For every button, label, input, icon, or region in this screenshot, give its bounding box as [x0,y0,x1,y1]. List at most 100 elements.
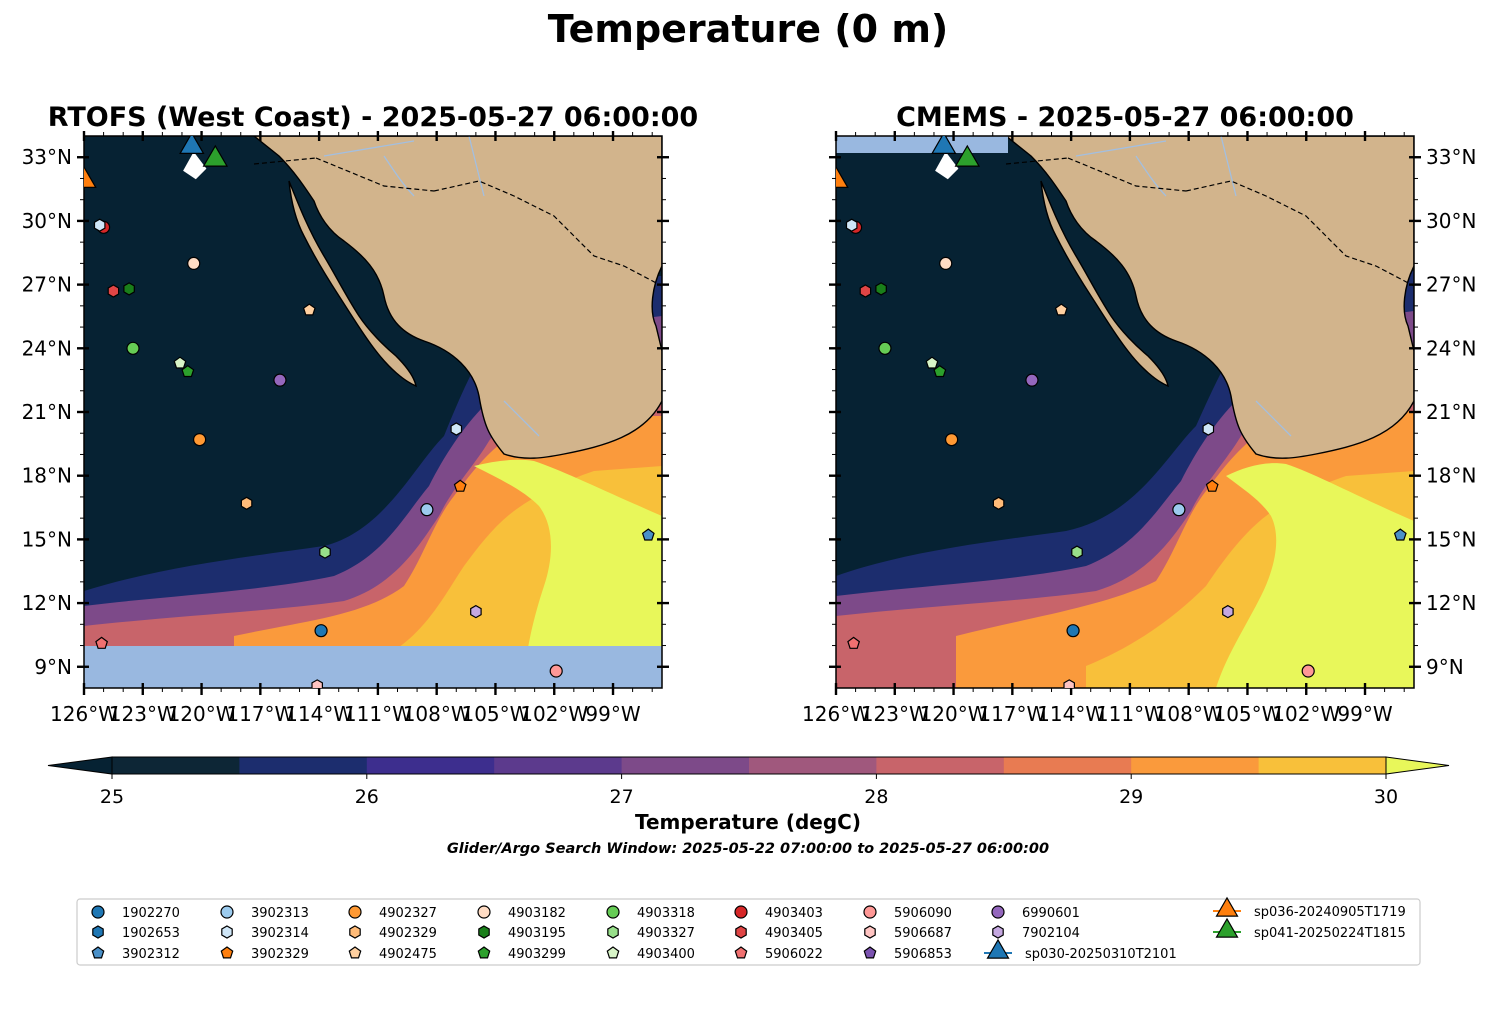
legend-label: 1902270 [122,906,180,921]
legend-marker [220,905,234,919]
legend-label: 6990601 [1022,906,1080,921]
glider-marker [954,144,981,167]
glider-marker [931,136,957,154]
legend-label: 4902329 [379,926,437,941]
lat-tick-label: 21°N [22,400,72,424]
lon-tick-label: 102°W [1272,702,1340,726]
ocean-hot [474,459,662,688]
legend-entry: 5906022 [734,946,823,962]
float-marker [845,218,858,232]
legend-entry: 3902314 [221,925,309,941]
lat-tick-label: 27°N [22,273,72,297]
float-marker [273,373,287,387]
panel-title-rtofs: RTOFS (West Coast) - 2025-05-27 06:00:00 [48,102,698,133]
float-marker [1025,373,1039,387]
float-marker [933,364,947,378]
legend-label: 5906022 [765,947,823,962]
legend-marker [91,946,105,959]
float-marker [470,604,482,619]
lat-tick-label: 9°N [1426,655,1464,679]
colorbar-swatch [366,757,495,774]
legend-label: 3902313 [251,906,309,921]
legend-label: 4903182 [508,906,566,921]
legend-entry: 5906853 [863,946,952,962]
legend-marker [606,905,620,919]
lat-tick-label: 18°N [1426,464,1476,488]
legend-entry: 4903195 [478,925,566,941]
float-marker [453,479,467,492]
ocean-hot [1216,463,1414,688]
legend-entry: 4903405 [735,925,823,941]
float-marker [95,636,109,649]
baja-peninsula [1040,180,1169,388]
legend-entry: 4903327 [607,925,695,941]
legend-marker [220,946,234,959]
lat-tick-label: 15°N [22,527,72,551]
legend-entry: 4903403 [734,905,823,921]
lat-tick-label: 12°N [22,591,72,615]
float-marker [240,496,253,510]
lon-tick-label: 114°W [1037,702,1105,726]
legend-entry: 1902270 [91,905,180,921]
lon-tick-label: 108°W [1155,702,1223,726]
legend-marker [607,925,619,939]
float-marker [450,422,463,436]
legend-marker [348,946,362,959]
legend-label: 4903327 [637,926,695,941]
float-marker [641,528,655,541]
lon-tick-label: 120°W [920,702,988,726]
float-marker [126,341,140,355]
colorbar-tick-label: 30 [1374,786,1398,808]
colorbar-tick-label: 29 [1119,786,1143,808]
legend-marker [221,925,233,939]
legend-entry: 6990601 [991,905,1080,921]
lon-tick-label: 123°W [109,702,177,726]
colorbar-tick-label: 25 [100,786,124,808]
legend-label: 3902314 [251,926,309,941]
lat-tick-label: 18°N [22,464,72,488]
lon-tick-label: 105°W [1213,702,1281,726]
lon-tick-label: 111°W [1096,702,1164,726]
search-window-text: Glider/Argo Search Window: 2025-05-22 07… [447,841,1049,857]
float-marker [549,664,563,678]
legend-glider-marker [1215,917,1239,938]
float-marker [1066,624,1080,638]
legend-marker [863,946,877,959]
legend-label: sp036-20240905T1719 [1254,905,1406,920]
legend-label: 5906853 [894,947,952,962]
colorbar-swatch [876,757,1005,774]
lon-tick-label: 99°W [1337,702,1392,726]
lat-tick-label: 27°N [1426,273,1476,297]
legend-entry: 4903400 [606,946,695,962]
legend-entry: 7902104 [992,925,1080,941]
float-marker [1054,303,1068,316]
legend-label: 4903403 [765,906,823,921]
colorbar-tick-label: 26 [355,786,379,808]
lat-tick-label: 12°N [1426,591,1476,615]
legend-label: 4903400 [637,947,695,962]
legend-marker [734,946,748,959]
legend-marker [348,905,362,919]
float-marker [875,282,887,296]
borders [253,157,662,287]
legend-entry: sp030-20250310T2101 [984,938,1177,962]
legend-label: 4903405 [765,926,823,941]
float-marker [859,284,872,298]
glider-track-arrow [935,151,959,180]
float-marker [311,679,323,688]
legend-entry: 4903318 [606,905,695,921]
legend-marker [735,925,747,939]
legend-entry: 5906090 [863,905,952,921]
float-marker [187,256,201,270]
map-axes: 33°N 30°N 27°N 24°N 21°N 18°N 15°N 12°N 9°N 126°W… [22,131,1476,726]
legend-marker [478,925,490,939]
lon-tick-label: 105°W [461,702,529,726]
legend-entry: sp036-20240905T1719 [1213,896,1406,920]
legend-label: 4902475 [379,947,437,962]
float-marker [1205,479,1219,492]
borders [1005,157,1414,287]
float-marker [1071,545,1083,559]
legend-entry: sp041-20250224T1815 [1213,917,1406,941]
lon-tick-label: 123°W [861,702,929,726]
